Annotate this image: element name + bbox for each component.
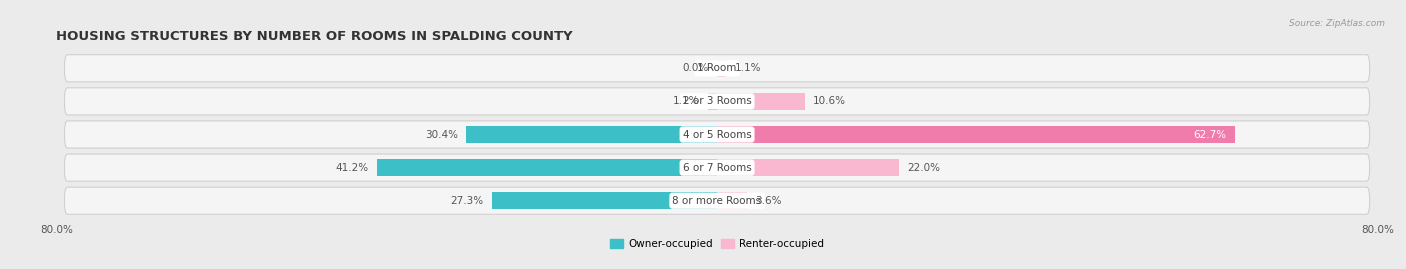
Text: 4 or 5 Rooms: 4 or 5 Rooms: [683, 129, 751, 140]
Text: 0.0%: 0.0%: [682, 63, 709, 73]
Text: 3.6%: 3.6%: [755, 196, 782, 206]
Text: 2 or 3 Rooms: 2 or 3 Rooms: [683, 96, 751, 107]
Text: 41.2%: 41.2%: [336, 162, 368, 173]
Text: 8 or more Rooms: 8 or more Rooms: [672, 196, 762, 206]
Bar: [717, 93, 804, 110]
Bar: [465, 126, 717, 143]
Text: Source: ZipAtlas.com: Source: ZipAtlas.com: [1289, 19, 1385, 28]
Text: 22.0%: 22.0%: [907, 162, 941, 173]
Text: 1.1%: 1.1%: [734, 63, 761, 73]
Bar: [717, 159, 898, 176]
Bar: [492, 192, 717, 209]
Text: 10.6%: 10.6%: [813, 96, 846, 107]
Bar: [717, 192, 747, 209]
Text: 6 or 7 Rooms: 6 or 7 Rooms: [683, 162, 751, 173]
Text: 62.7%: 62.7%: [1194, 129, 1226, 140]
Legend: Owner-occupied, Renter-occupied: Owner-occupied, Renter-occupied: [606, 235, 828, 253]
FancyBboxPatch shape: [65, 55, 1369, 82]
Bar: [717, 126, 1234, 143]
Text: HOUSING STRUCTURES BY NUMBER OF ROOMS IN SPALDING COUNTY: HOUSING STRUCTURES BY NUMBER OF ROOMS IN…: [56, 30, 572, 43]
FancyBboxPatch shape: [65, 187, 1369, 214]
Text: 1.1%: 1.1%: [673, 96, 700, 107]
Text: 30.4%: 30.4%: [425, 129, 458, 140]
Text: 27.3%: 27.3%: [450, 196, 484, 206]
FancyBboxPatch shape: [65, 154, 1369, 181]
Bar: [717, 60, 725, 77]
Text: 1 Room: 1 Room: [697, 63, 737, 73]
FancyBboxPatch shape: [65, 121, 1369, 148]
FancyBboxPatch shape: [65, 88, 1369, 115]
Bar: [709, 93, 717, 110]
Bar: [377, 159, 717, 176]
